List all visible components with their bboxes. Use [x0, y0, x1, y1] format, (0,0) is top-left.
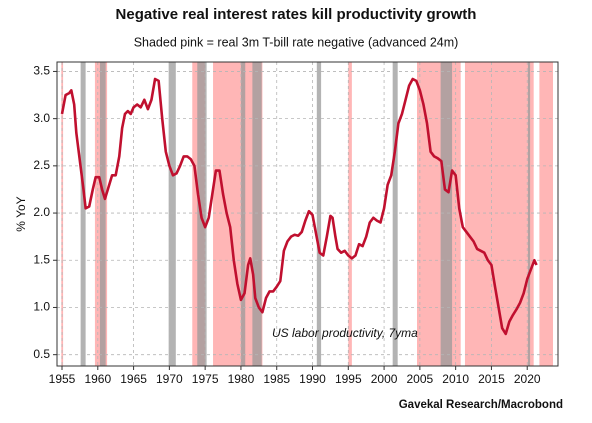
- x-tick-label: 2015: [478, 372, 505, 386]
- chart-subtitle: Shaded pink = real 3m T-bill rate negati…: [134, 35, 459, 49]
- chart-title: Negative real interest rates kill produc…: [116, 6, 477, 23]
- x-tick-label: 2020: [514, 372, 541, 386]
- recession-span: [80, 62, 86, 366]
- y-tick-label: 2.5: [33, 158, 50, 172]
- x-tick-label: 1970: [156, 372, 183, 386]
- x-tick-label: 1985: [263, 372, 290, 386]
- x-tick-label: 1955: [49, 372, 76, 386]
- x-tick-label: 1965: [120, 372, 147, 386]
- y-tick-label: 2.0: [33, 205, 50, 219]
- recession-span: [392, 62, 398, 366]
- x-tick-label: 1980: [228, 372, 255, 386]
- x-tick-label: 2010: [442, 372, 469, 386]
- x-tick-label: 2000: [371, 372, 398, 386]
- source: Gavekal Research/Macrobond: [399, 399, 563, 411]
- recession-span: [99, 62, 106, 366]
- y-tick-label: 0.5: [33, 347, 50, 361]
- data-line: [60, 77, 538, 336]
- negative-rate-span: [539, 62, 553, 366]
- x-tick-label: 2005: [407, 372, 434, 386]
- y-tick-label: 3.0: [33, 111, 50, 125]
- y-tick-label: 1.0: [33, 300, 50, 314]
- plot-frame: [56, 61, 559, 367]
- recession-span: [168, 62, 176, 366]
- negative-rate-span: [464, 62, 534, 366]
- y-axis-label: % YoY: [14, 196, 28, 231]
- x-tick-label: 1960: [84, 372, 111, 386]
- y-tick-label: 3.5: [33, 64, 50, 78]
- series-annotation: US labor productivity, 7yma: [272, 326, 418, 340]
- recession-span: [527, 62, 531, 366]
- y-tick-label: 1.5: [33, 252, 50, 266]
- recession-span: [240, 62, 246, 366]
- x-tick-label: 1990: [299, 372, 326, 386]
- x-tick-label: 1975: [192, 372, 219, 386]
- recession-span: [252, 62, 262, 366]
- recession-span: [440, 62, 453, 366]
- x-tick-label: 1995: [335, 372, 362, 386]
- recession-span: [316, 62, 322, 366]
- negative-rate-span: [348, 62, 352, 366]
